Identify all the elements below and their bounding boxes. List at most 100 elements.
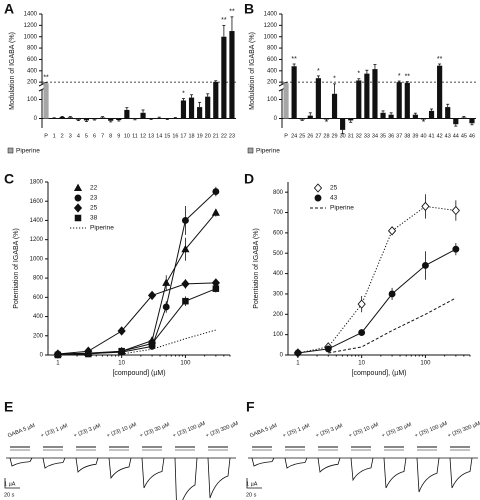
condition-label: + (25) 10 µM: [348, 422, 380, 439]
significance-label: **: [291, 56, 297, 63]
bar: [75, 118, 81, 120]
bar: [428, 110, 435, 119]
x-tick-label: 17: [180, 133, 186, 139]
bar: [124, 109, 130, 119]
marker: [117, 326, 126, 336]
x-tick-label: 46: [469, 133, 475, 139]
bar: [180, 100, 187, 119]
x-tick-label: 100: [180, 361, 191, 367]
condition-label: + (25) 100 µM: [414, 421, 449, 440]
bar: [229, 31, 235, 119]
x-tick-label: 10: [358, 361, 365, 367]
marker: [387, 226, 397, 236]
x-tick-label: 10: [118, 361, 125, 367]
bar: [221, 36, 227, 119]
y-tick-label: 600: [273, 230, 284, 236]
y-tick-label: 700: [273, 210, 284, 216]
series-line: [121, 329, 217, 355]
marker: [358, 329, 366, 337]
marker: [147, 290, 157, 301]
x-tick-label: 25: [299, 133, 305, 139]
x-tick-label: P: [44, 133, 48, 139]
current-trace: [9, 457, 33, 467]
current-trace: [42, 457, 66, 469]
bar: [445, 107, 451, 119]
marker: [313, 183, 323, 193]
bar: [172, 118, 178, 119]
legend-label: 25: [90, 205, 98, 212]
marker: [181, 279, 190, 289]
marker: [118, 347, 125, 355]
x-tick-label: 45: [461, 133, 467, 139]
bar: [356, 80, 362, 119]
legend-swatch: [247, 147, 254, 154]
legend-swatch: [7, 147, 14, 154]
y-tick-label: 200: [27, 80, 38, 86]
x-tick-label: 18: [188, 133, 194, 139]
bar: [116, 118, 122, 121]
scale-bar: [246, 478, 262, 489]
x-tick-label: 2: [61, 133, 64, 139]
x-tick-label: 26: [307, 133, 313, 139]
x-tick-label: 11: [132, 133, 138, 139]
scale-bar: [4, 478, 20, 489]
bar: [380, 112, 386, 119]
condition-label: GABA 5 µM: [249, 423, 278, 440]
current-trace: [350, 457, 374, 482]
bar: [372, 69, 378, 119]
bar: [307, 115, 313, 119]
significance-label: *: [357, 71, 360, 78]
y-tick-label: 400: [273, 271, 284, 277]
y-tick-label: 600: [267, 57, 278, 63]
x-tick-label: 32: [356, 133, 362, 139]
x-tick-label: 31: [348, 133, 354, 139]
significance-label: *: [182, 90, 185, 97]
x-tick-label: 36: [388, 133, 394, 139]
bar: [348, 118, 354, 121]
marker: [54, 351, 62, 359]
marker: [73, 203, 83, 213]
bar: [461, 117, 467, 119]
condition-label: + (25) 3 µM: [315, 423, 344, 439]
bar: [148, 118, 154, 119]
y-tick-label: 500: [273, 251, 284, 257]
x-tick-label: 14: [156, 133, 162, 139]
bar: [412, 114, 418, 119]
x-tick-label: 10: [124, 133, 130, 139]
bar: [331, 93, 338, 119]
y-tick-label: 600: [33, 295, 44, 301]
condition-label: + (23) 100 µM: [172, 421, 207, 440]
series-line: [57, 282, 216, 355]
x-tick-label: 41: [428, 133, 434, 139]
x-tick-label: P: [284, 133, 288, 139]
x-tick-label: 24: [291, 133, 297, 139]
bar: [108, 118, 114, 121]
legend-label: 22: [90, 185, 98, 192]
x-tick-label: 39: [412, 133, 418, 139]
marker: [211, 208, 220, 216]
x-tick-label: 100: [420, 361, 431, 367]
marker: [73, 183, 83, 191]
y-tick-label: 1000: [30, 256, 44, 262]
y-tick-label: 800: [33, 276, 44, 282]
panel-label: D: [244, 171, 254, 187]
bar: [469, 118, 475, 124]
y-tick-label: 100: [273, 332, 284, 338]
bar: [140, 112, 146, 119]
bar: [188, 97, 195, 119]
bar: [59, 116, 65, 119]
significance-label: **: [229, 9, 235, 16]
marker: [162, 278, 171, 286]
legend-label: 38: [90, 215, 98, 222]
bar: [291, 66, 297, 119]
y-tick-label: 300: [273, 292, 284, 298]
current-trace: [284, 457, 308, 469]
bar: [197, 107, 203, 119]
bar: [340, 118, 346, 130]
marker: [324, 345, 332, 353]
bar: [420, 118, 427, 120]
y-tick-label: 1800: [30, 180, 44, 186]
x-tick-label: 35: [380, 133, 386, 139]
condition-label: + (23) 30 µM: [139, 422, 171, 439]
marker: [421, 261, 429, 269]
